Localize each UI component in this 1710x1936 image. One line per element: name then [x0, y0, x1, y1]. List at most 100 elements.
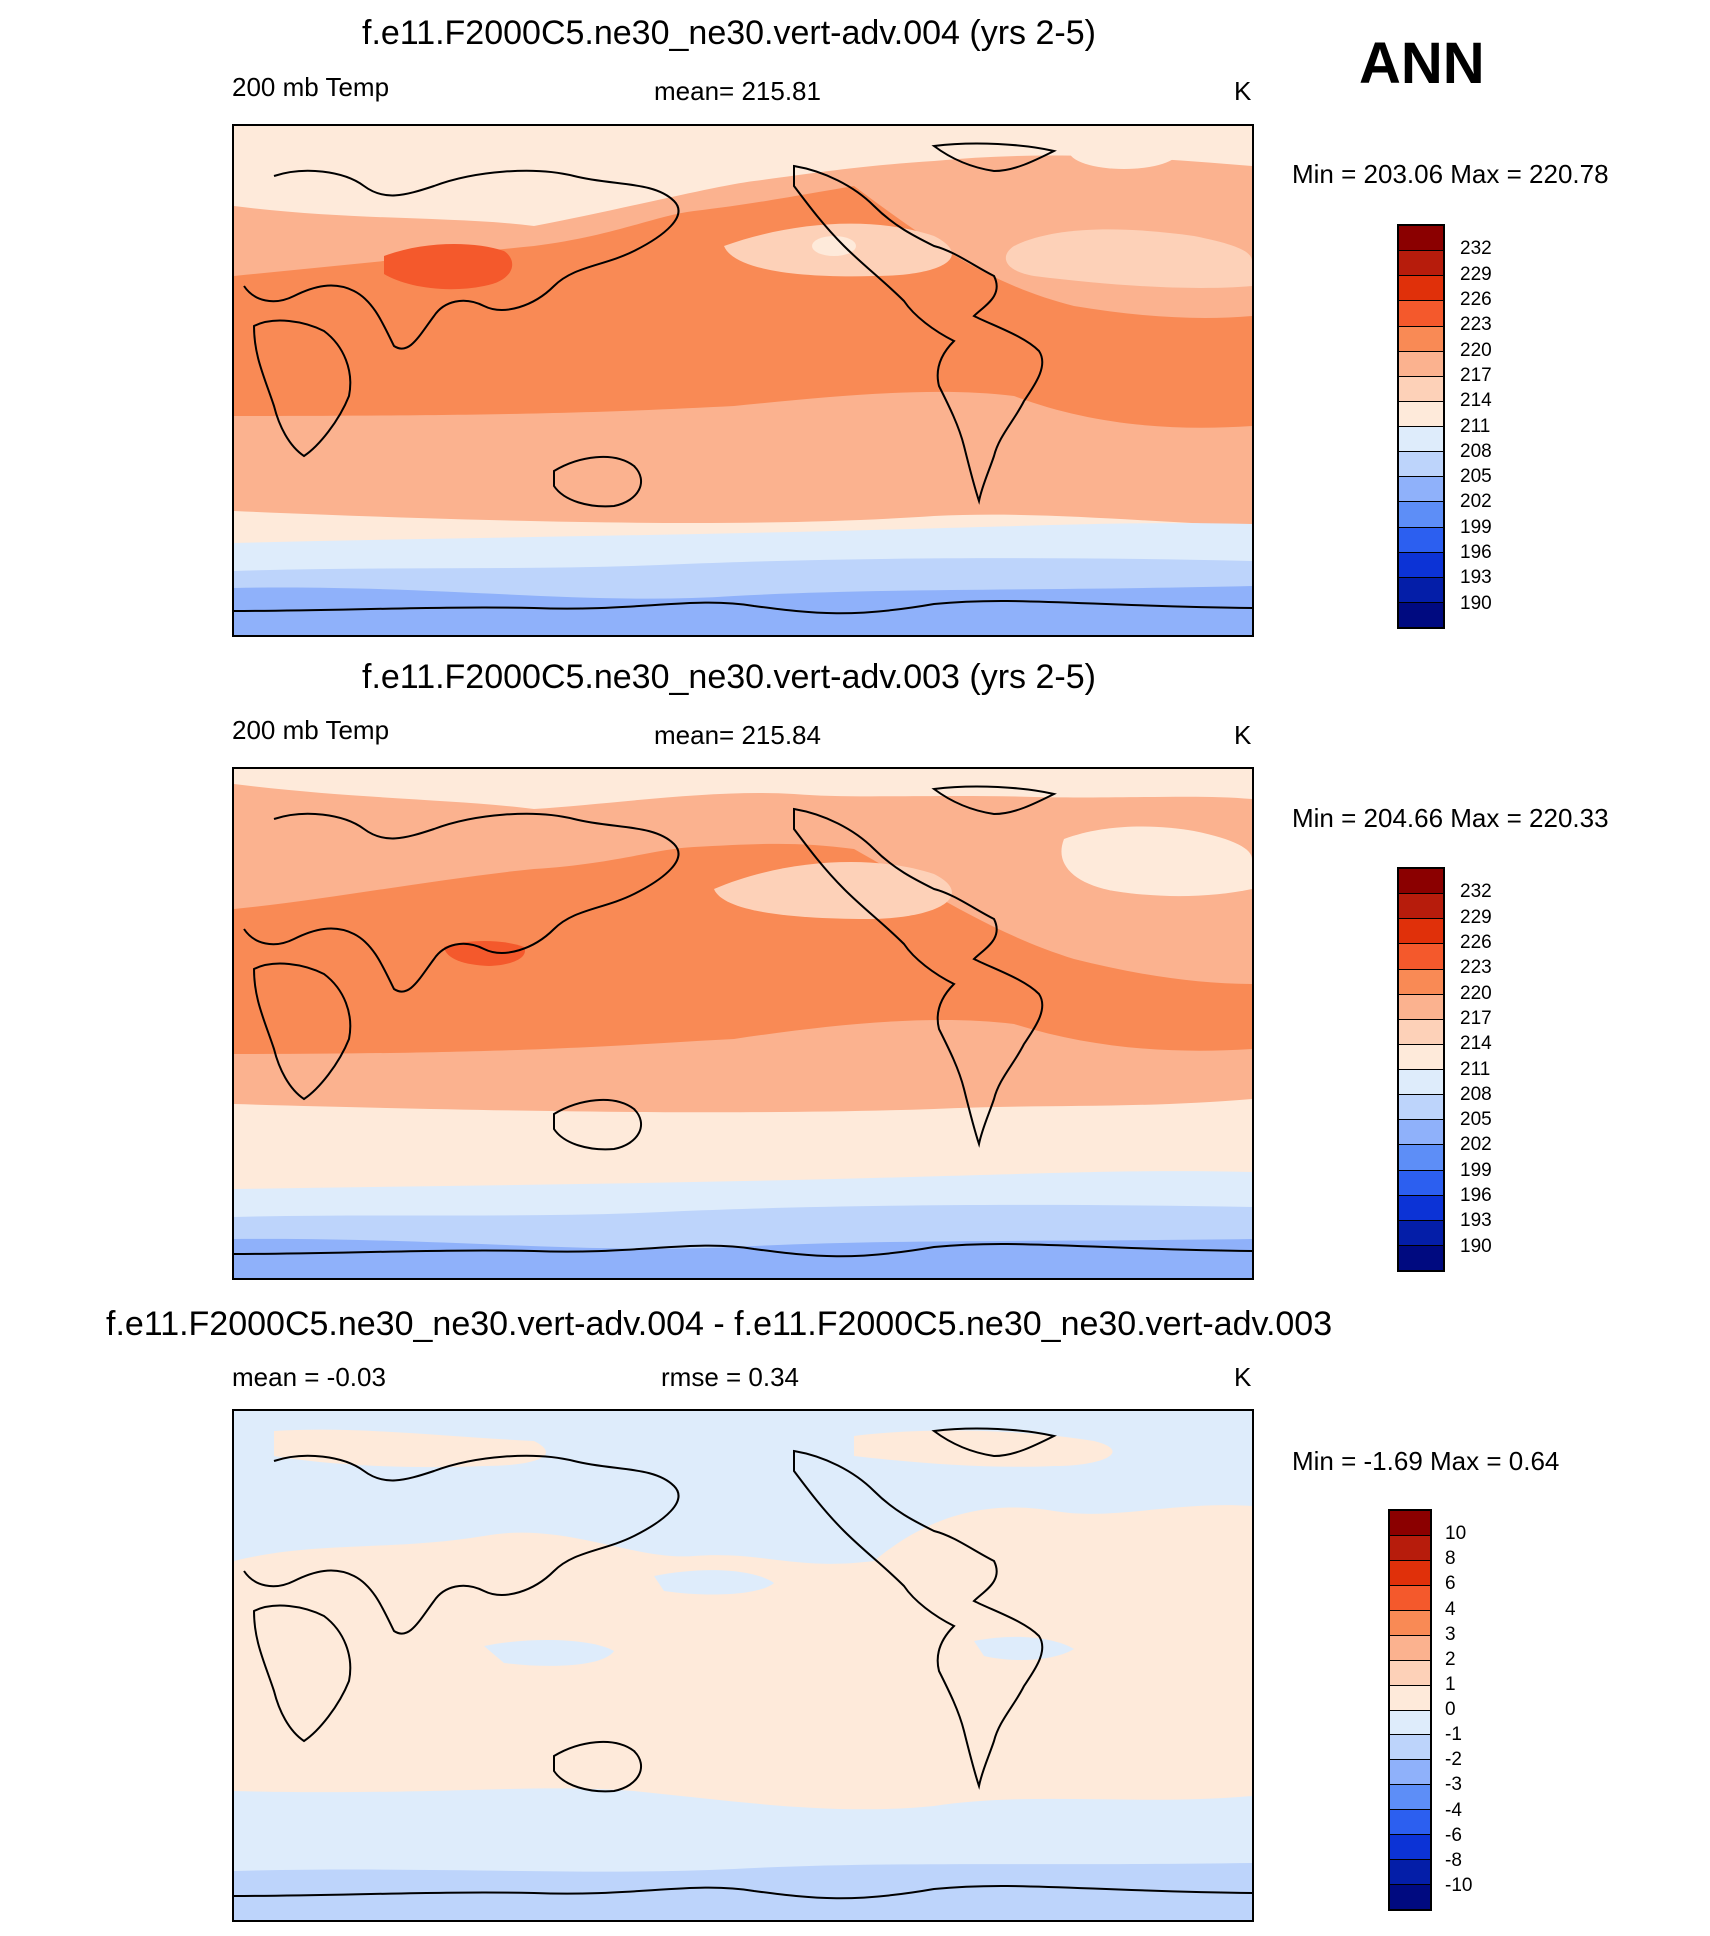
colorbar-swatch	[1390, 1660, 1430, 1686]
colorbar-swatch	[1399, 577, 1443, 603]
colorbar-tick-label: 10	[1445, 1523, 1467, 1545]
colorbar-swatch	[1390, 1635, 1430, 1661]
panel-2-contour-field	[234, 769, 1252, 1278]
colorbar-swatch	[1390, 1735, 1430, 1761]
colorbar-swatch	[1390, 1685, 1430, 1711]
colorbar-tick-label: -6	[1445, 1824, 1462, 1846]
colorbar-tick-label: 232	[1460, 238, 1492, 260]
colorbar-swatch	[1399, 1245, 1443, 1270]
colorbar-tick-label: -2	[1445, 1749, 1462, 1771]
colorbar-swatch	[1390, 1511, 1430, 1536]
colorbar-tick-label: 208	[1460, 1083, 1492, 1105]
colorbar-swatch	[1390, 1535, 1430, 1561]
panel-3-colorbar	[1388, 1509, 1432, 1911]
colorbar-swatch	[1399, 1145, 1443, 1171]
colorbar-tick-label: 217	[1460, 1007, 1492, 1029]
panel-1-title: f.e11.F2000C5.ne30_ne30.vert-adv.004 (yr…	[362, 14, 1096, 52]
colorbar-tick-label: 220	[1460, 982, 1492, 1004]
colorbar-swatch	[1390, 1560, 1430, 1586]
colorbar-tick-label: 226	[1460, 288, 1492, 310]
colorbar-tick-label: 2	[1445, 1648, 1456, 1670]
colorbar-swatch	[1399, 401, 1443, 427]
colorbar-swatch	[1399, 427, 1443, 453]
colorbar-swatch	[1390, 1810, 1430, 1836]
panel-2-units-label: K	[1234, 720, 1252, 750]
colorbar-swatch	[1390, 1885, 1430, 1909]
colorbar-tick-label: 202	[1460, 1134, 1492, 1156]
season-label: ANN	[1359, 31, 1485, 96]
colorbar-tick-label: 223	[1460, 957, 1492, 979]
colorbar-tick-label: 229	[1460, 263, 1492, 285]
colorbar-tick-label: 196	[1460, 1185, 1492, 1207]
panel-2-colorbar	[1397, 867, 1445, 1272]
panel-2-colorbar-labels: 232 229 226 223 220 217 214 211 208 205 202 199 196 1…	[1460, 867, 1520, 1272]
colorbar-swatch	[1399, 477, 1443, 503]
panel-2-map	[232, 767, 1254, 1280]
colorbar-swatch	[1399, 1220, 1443, 1246]
colorbar-swatch	[1399, 869, 1443, 895]
colorbar-tick-label: 205	[1460, 466, 1492, 488]
colorbar-tick-label: 220	[1460, 339, 1492, 361]
panel-1-map	[232, 124, 1254, 637]
panel-3-colorbar-labels: 10 8 6 4 3 2 1 0 -1 -2 -3 -4 -6 -8 -10	[1445, 1509, 1505, 1911]
colorbar-tick-label: 229	[1460, 906, 1492, 928]
panel-3-units-label: K	[1234, 1362, 1252, 1392]
colorbar-swatch	[1390, 1785, 1430, 1811]
panel-2-title: f.e11.F2000C5.ne30_ne30.vert-adv.003 (yr…	[362, 658, 1096, 696]
colorbar-swatch	[1399, 502, 1443, 528]
colorbar-tick-label: 208	[1460, 440, 1492, 462]
colorbar-swatch	[1399, 1070, 1443, 1096]
colorbar-tick-label: 190	[1460, 1235, 1492, 1257]
panel-1-colorbar-labels: 232 229 226 223 220 217 214 211 208 205 202 199 196 1…	[1460, 224, 1520, 629]
colorbar-swatch	[1399, 944, 1443, 970]
colorbar-tick-label: 226	[1460, 931, 1492, 953]
panel-2-minmax-label: Min = 204.66 Max = 220.33	[1292, 803, 1609, 833]
colorbar-tick-label: 202	[1460, 491, 1492, 513]
panel-3-mean-label: mean = -0.03	[232, 1362, 386, 1392]
colorbar-tick-label: 193	[1460, 567, 1492, 589]
colorbar-tick-label: 199	[1460, 1159, 1492, 1181]
colorbar-swatch	[1399, 1019, 1443, 1045]
colorbar-swatch	[1399, 326, 1443, 352]
colorbar-tick-label: -4	[1445, 1799, 1462, 1821]
colorbar-tick-label: 6	[1445, 1573, 1456, 1595]
colorbar-swatch	[1390, 1835, 1430, 1861]
colorbar-tick-label: -3	[1445, 1774, 1462, 1796]
panel-3-title: f.e11.F2000C5.ne30_ne30.vert-adv.004 - f…	[106, 1305, 1333, 1343]
colorbar-tick-label: 193	[1460, 1210, 1492, 1232]
panel-1-variable-label: 200 mb Temp	[232, 72, 390, 102]
colorbar-tick-label: 211	[1460, 1058, 1491, 1080]
colorbar-swatch	[1399, 969, 1443, 995]
colorbar-swatch	[1390, 1860, 1430, 1886]
colorbar-tick-label: 190	[1460, 592, 1492, 614]
colorbar-tick-label: 199	[1460, 516, 1492, 538]
colorbar-swatch	[1390, 1710, 1430, 1736]
colorbar-tick-label: 4	[1445, 1598, 1456, 1620]
colorbar-swatch	[1399, 602, 1443, 627]
colorbar-swatch	[1390, 1585, 1430, 1611]
panel-2-variable-label: 200 mb Temp	[232, 715, 390, 745]
colorbar-swatch	[1399, 376, 1443, 402]
panel-3-minmax-label: Min = -1.69 Max = 0.64	[1292, 1446, 1560, 1476]
colorbar-tick-label: 3	[1445, 1623, 1456, 1645]
colorbar-swatch	[1399, 919, 1443, 945]
panel-1-units-label: K	[1234, 76, 1252, 106]
colorbar-tick-label: 1	[1445, 1673, 1456, 1695]
colorbar-swatch	[1399, 276, 1443, 302]
colorbar-swatch	[1399, 527, 1443, 553]
colorbar-tick-label: 8	[1445, 1548, 1456, 1570]
colorbar-tick-label: 217	[1460, 364, 1492, 386]
colorbar-swatch	[1399, 552, 1443, 578]
colorbar-swatch	[1390, 1760, 1430, 1786]
colorbar-swatch	[1399, 1095, 1443, 1121]
colorbar-tick-label: 223	[1460, 314, 1492, 336]
colorbar-swatch	[1399, 351, 1443, 377]
colorbar-tick-label: -8	[1445, 1849, 1462, 1871]
colorbar-swatch	[1399, 452, 1443, 478]
colorbar-tick-label: 214	[1460, 1033, 1492, 1055]
colorbar-swatch	[1399, 894, 1443, 920]
colorbar-swatch	[1399, 1120, 1443, 1146]
colorbar-swatch	[1399, 251, 1443, 277]
panel-2-mean-label: mean= 215.84	[654, 720, 821, 750]
panel-3-rmse-label: rmse = 0.34	[661, 1362, 800, 1392]
